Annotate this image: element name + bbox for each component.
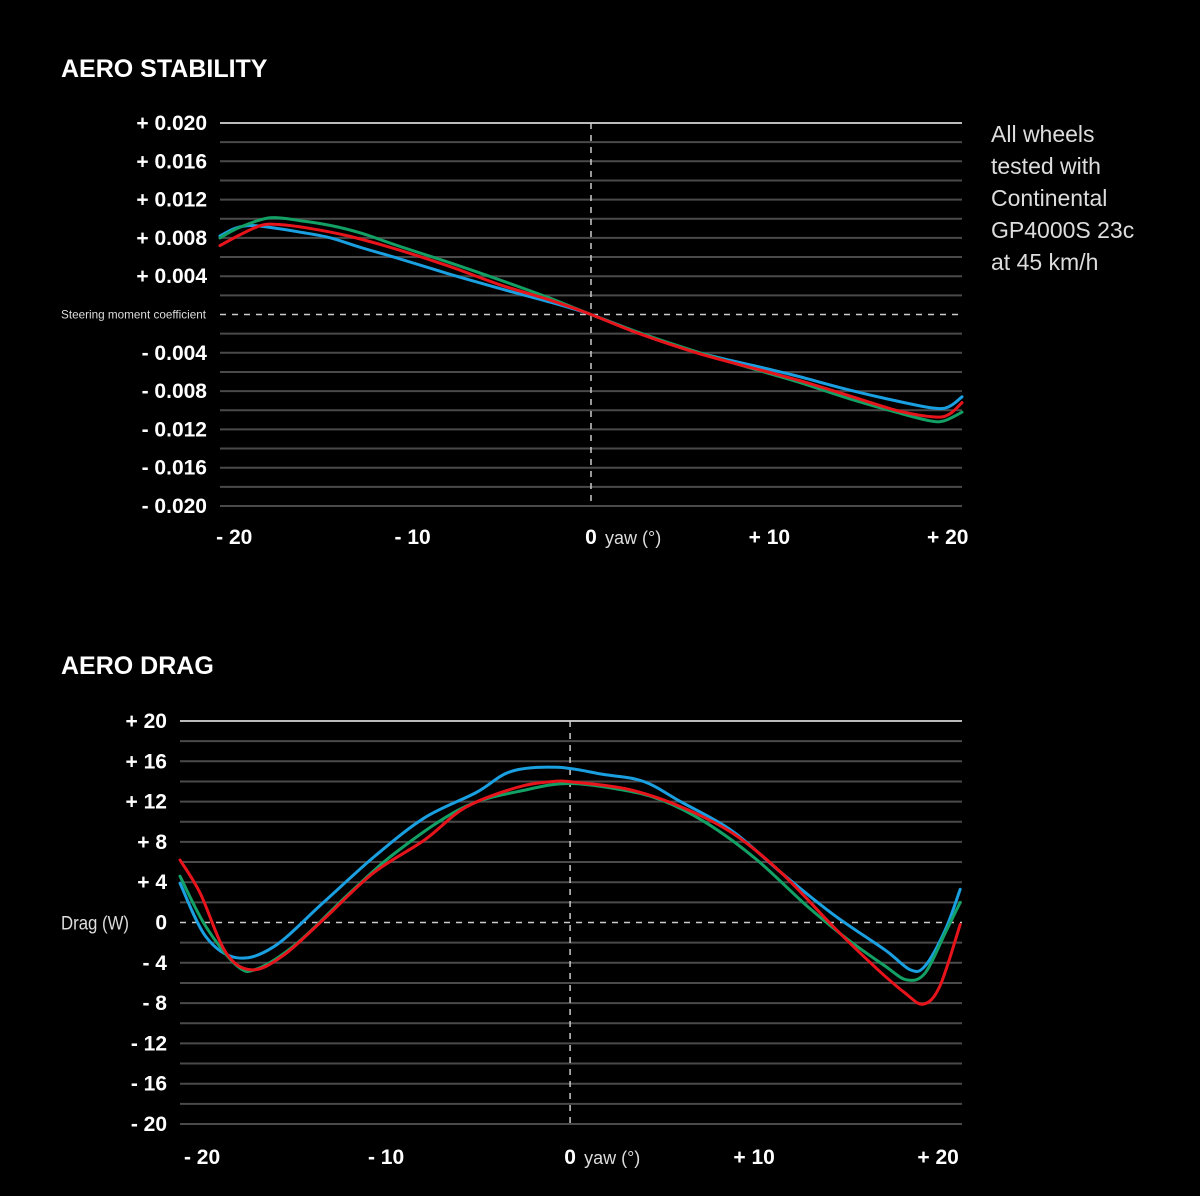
y-tick-label: + 0.008	[136, 227, 207, 250]
y-tick-label: - 0.004	[142, 342, 208, 365]
aero-stability-title: AERO STABILITY	[61, 55, 268, 83]
y-tick-label: - 0.020	[142, 495, 207, 518]
y-tick-label: + 0.012	[136, 189, 207, 212]
x-tick-label: - 20	[216, 526, 252, 549]
y-tick-label: - 0.008	[142, 380, 208, 403]
y-tick-label: + 0.004	[136, 265, 207, 288]
x-tick-label: + 10	[733, 1146, 774, 1169]
test-conditions-note: All wheels tested with Continental GP400…	[991, 118, 1134, 278]
x-tick-label: - 10	[368, 1146, 404, 1169]
y-tick-label: - 20	[131, 1113, 167, 1136]
series-line-blue	[178, 765, 962, 974]
y-tick-label: - 4	[142, 952, 167, 975]
series-line-red	[218, 222, 964, 419]
y-axis-label: Steering moment coefficient	[61, 308, 207, 322]
y-tick-label: + 8	[137, 831, 167, 854]
y-tick-label: + 4	[137, 871, 167, 894]
x-tick-label: 0	[585, 526, 597, 549]
aero-drag-title: AERO DRAG	[61, 652, 214, 680]
aero-drag-chart: + 20 + 16 + 12 + 8 + 4 0 - 4 - 8 - 12 - 16 - 20 Dra…	[61, 710, 962, 1169]
y-tick-label: - 0.012	[142, 418, 207, 441]
aero-stability-chart: + 0.020 + 0.016 + 0.012 + 0.008 + 0.004 - 0.0…	[61, 112, 968, 549]
series-line-green	[178, 782, 962, 982]
note-line: Continental	[991, 185, 1108, 211]
series-line-blue	[218, 223, 964, 411]
x-tick-label: + 20	[917, 1146, 958, 1169]
x-tick-label: - 20	[184, 1146, 220, 1169]
note-line: All wheels	[991, 121, 1095, 147]
y-tick-label: - 16	[131, 1073, 167, 1096]
y-tick-label: + 16	[126, 750, 167, 773]
y-tick-label: + 20	[126, 710, 167, 733]
y-tick-label: + 12	[126, 791, 167, 814]
note-line: at 45 km/h	[991, 249, 1099, 275]
y-axis-label: Drag (W)	[61, 914, 129, 935]
x-axis-label: yaw (°)	[584, 1148, 640, 1168]
y-tick-label: + 0.016	[136, 150, 207, 173]
note-line: tested with	[991, 153, 1101, 179]
series-line-red	[178, 779, 962, 1006]
note-line: GP4000S 23c	[991, 217, 1135, 243]
x-tick-label: + 10	[749, 526, 790, 549]
y-tick-label: - 8	[142, 992, 167, 1015]
x-tick-label: + 20	[927, 526, 968, 549]
x-tick-label: 0	[564, 1146, 576, 1169]
y-tick-label: 0	[155, 912, 167, 935]
x-axis-label: yaw (°)	[605, 528, 661, 548]
x-tick-label: - 10	[395, 526, 431, 549]
y-tick-label: - 12	[131, 1032, 167, 1055]
y-tick-label: + 0.020	[136, 112, 207, 135]
y-tick-label: - 0.016	[142, 457, 207, 480]
